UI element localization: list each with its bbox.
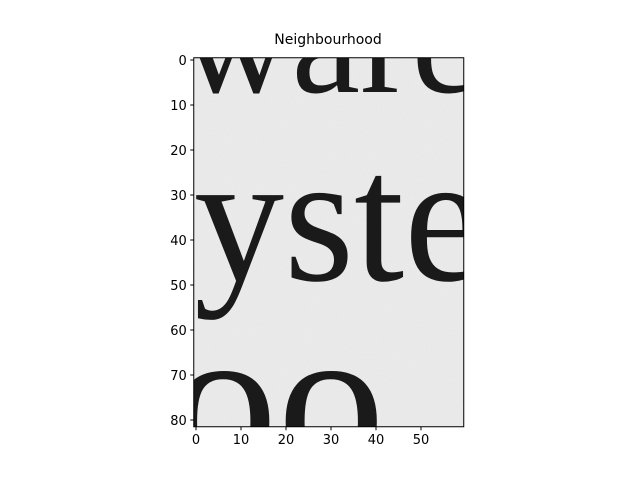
x-tick-label: 40 <box>368 433 385 448</box>
y-tick-label: 10 <box>170 99 187 114</box>
chart-title: Neighbourhood <box>274 32 381 48</box>
image-glyphs: oo <box>170 284 385 480</box>
y-tick-label: 50 <box>170 279 187 294</box>
x-tick-label: 20 <box>278 433 295 448</box>
image-grain <box>193 57 464 427</box>
y-tick-label: 40 <box>170 234 187 249</box>
image-glyphs: yste <box>194 116 484 321</box>
x-tick-label: 10 <box>233 433 250 448</box>
x-tick-label: 30 <box>323 433 340 448</box>
y-tick-label: 20 <box>170 144 187 159</box>
axes-frame <box>193 57 465 428</box>
y-tick-label: 70 <box>170 369 187 384</box>
y-tick-label: 30 <box>170 189 187 204</box>
x-tick-label: 0 <box>192 433 200 448</box>
y-tick-label: 80 <box>170 414 187 429</box>
y-tick-label: 60 <box>170 324 187 339</box>
y-tick-label: 0 <box>178 54 186 69</box>
image-glyphs: ware <box>180 0 480 125</box>
image: ware yste oo <box>170 0 484 480</box>
x-tick-label: 50 <box>413 433 430 448</box>
